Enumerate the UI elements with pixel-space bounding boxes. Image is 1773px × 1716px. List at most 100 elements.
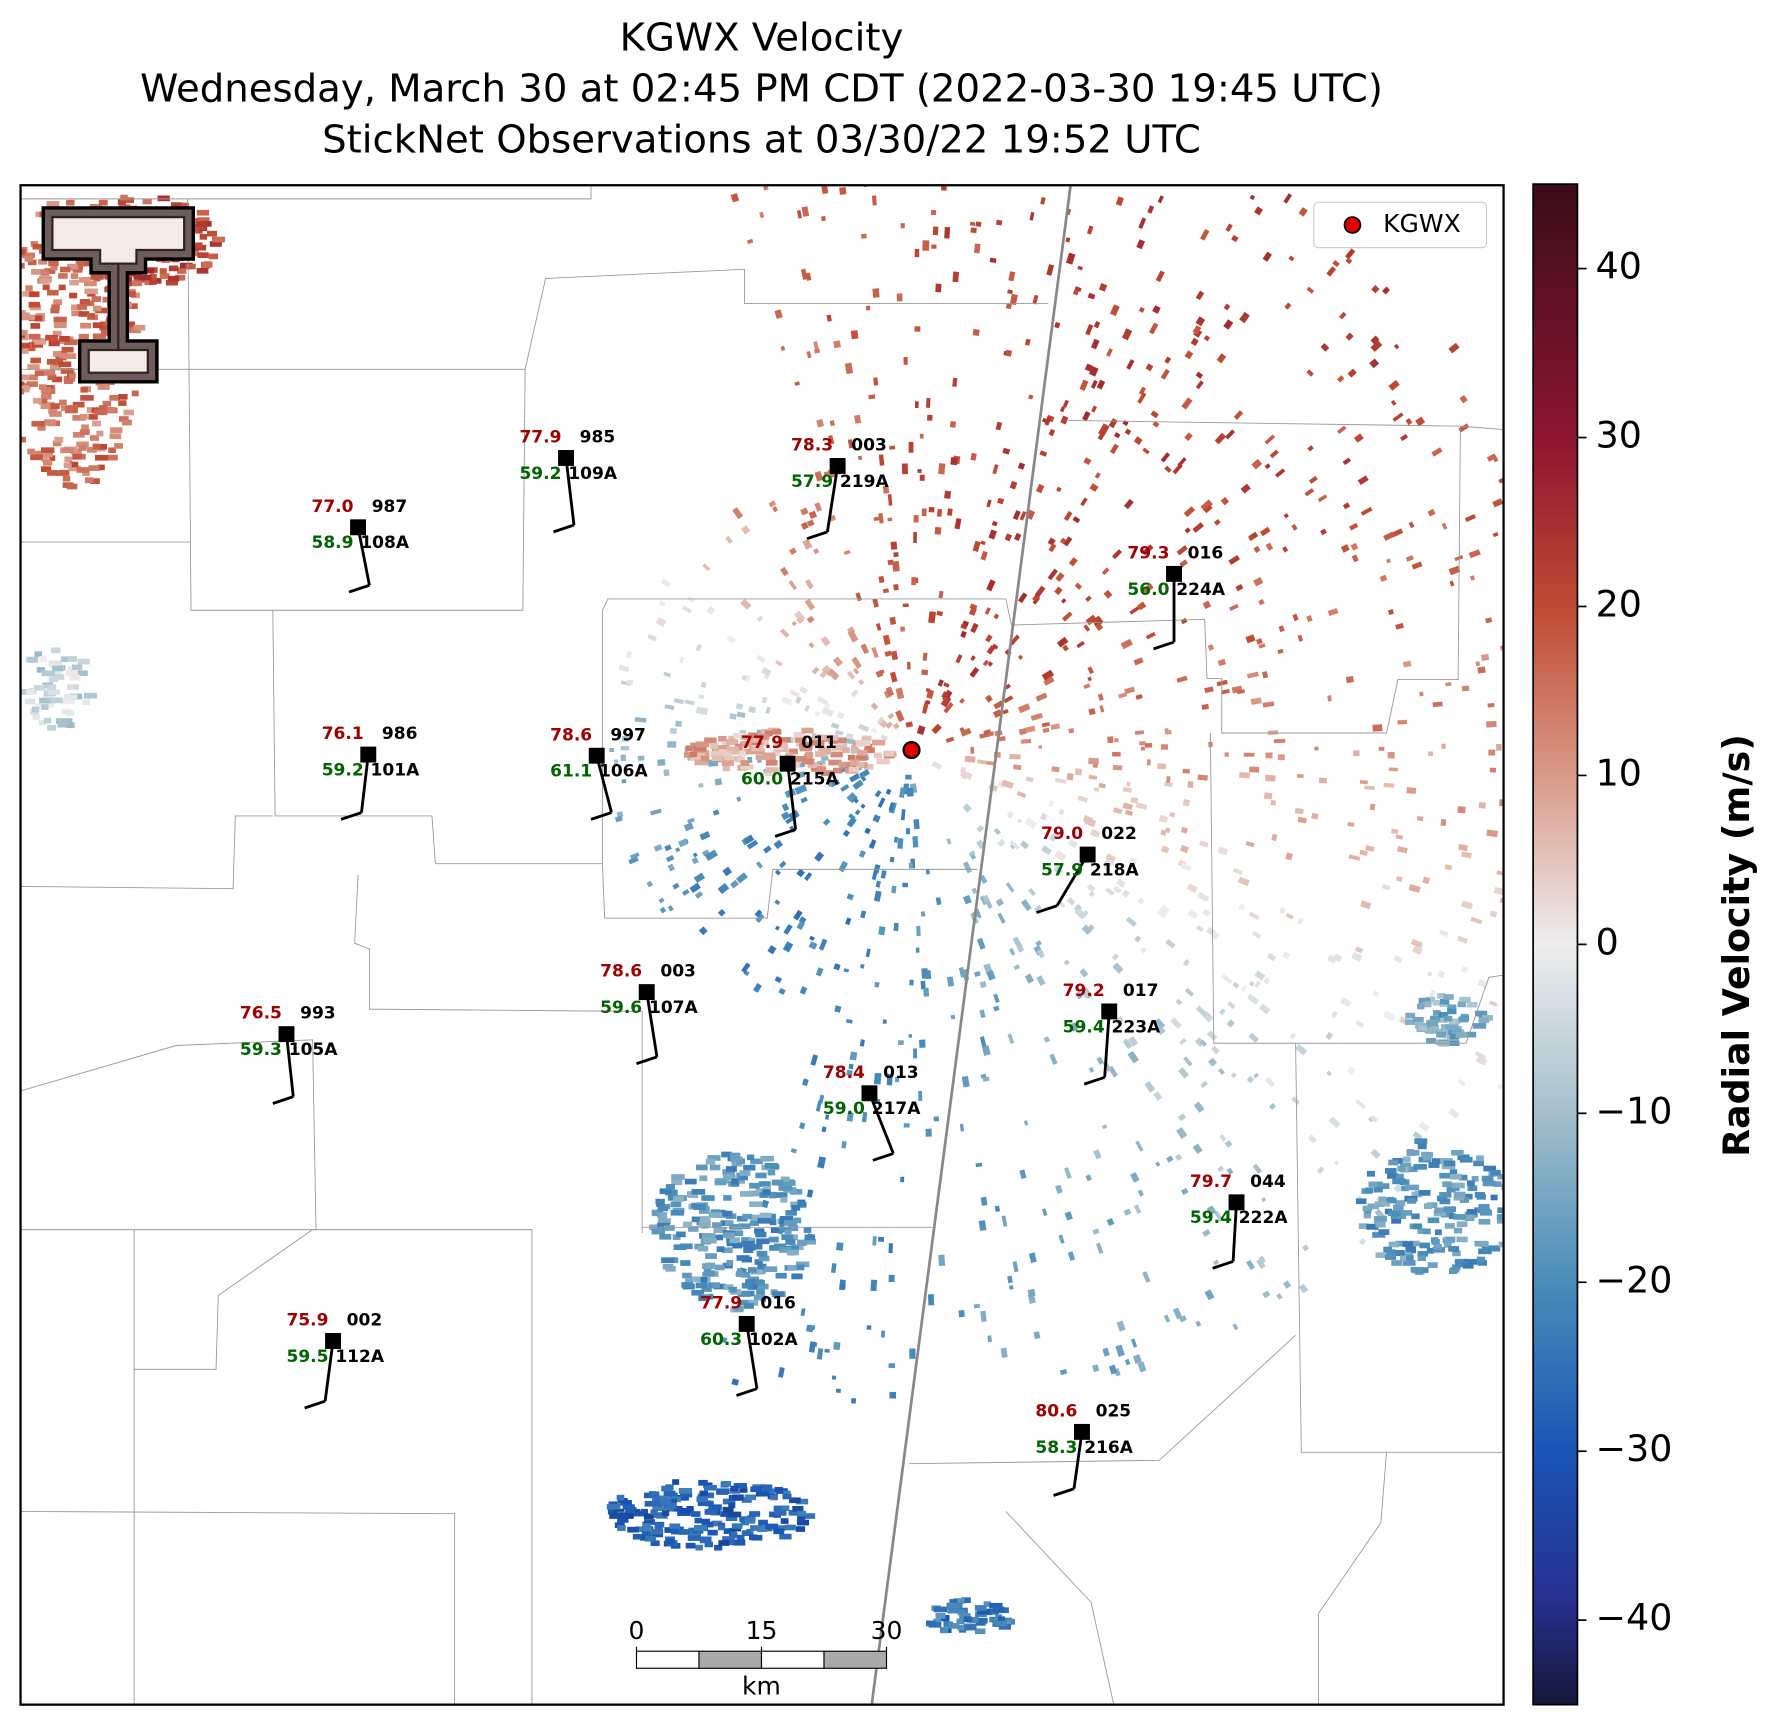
radar-echo <box>1254 970 1266 981</box>
radar-echo <box>678 1529 690 1535</box>
radar-echo <box>27 448 35 455</box>
radar-echo <box>61 346 74 353</box>
radar-echo <box>1283 193 1292 204</box>
radar-echo <box>998 736 1006 742</box>
radar-echo <box>779 1533 792 1540</box>
radar-echo <box>1467 1185 1478 1192</box>
radar-echo <box>758 1181 771 1187</box>
radar-echo <box>694 759 708 766</box>
radar-echo <box>893 584 899 591</box>
radar-echo <box>850 744 859 751</box>
radar-echo <box>1448 1213 1457 1220</box>
radar-echo <box>1140 746 1145 751</box>
radar-echo <box>979 1009 986 1019</box>
radar-echo <box>802 538 813 550</box>
radar-echo <box>1225 223 1233 232</box>
radar-echo <box>168 265 179 272</box>
radar-echo <box>1277 754 1285 761</box>
radar-echo <box>118 400 127 406</box>
radar-echo <box>1262 1290 1271 1299</box>
radar-echo <box>691 1276 705 1283</box>
radar-echo <box>691 1527 704 1534</box>
radar-echo <box>658 1212 667 1219</box>
radar-echo <box>1455 1032 1468 1038</box>
radar-echo <box>1475 661 1480 667</box>
radar-echo <box>69 292 78 299</box>
radar-echo <box>76 441 89 448</box>
radar-echo <box>808 941 818 950</box>
radar-echo <box>1007 289 1013 295</box>
radar-echo <box>664 1527 672 1533</box>
radar-echo <box>1448 1018 1461 1025</box>
radar-echo <box>1195 1320 1202 1327</box>
radar-echo <box>1097 431 1106 441</box>
radar-echo <box>760 1155 774 1162</box>
radar-echo <box>660 1499 672 1506</box>
radar-echo <box>992 464 999 475</box>
radar-echo <box>868 394 876 400</box>
radar-echo <box>1122 786 1133 793</box>
pressure: 011 <box>801 733 837 753</box>
radar-echo <box>1235 583 1244 592</box>
radar-echo <box>946 976 955 987</box>
radar-echo <box>1486 453 1497 462</box>
radar-echo <box>726 635 736 644</box>
radar-echo <box>126 197 135 204</box>
radar-echo <box>1418 1190 1431 1196</box>
radar-echo <box>972 328 980 337</box>
radar-echo <box>1441 1163 1456 1170</box>
colorbar-tick-label: 10 <box>1596 751 1642 794</box>
radar-echo <box>609 747 615 752</box>
radar-echo <box>1339 997 1352 1008</box>
radar-echo <box>728 1286 737 1293</box>
temperature: 75.9 <box>286 1311 328 1331</box>
radar-echo <box>732 1539 746 1546</box>
radar-echo <box>1297 816 1307 824</box>
radar-echo <box>1481 1175 1494 1182</box>
radar-echo <box>804 704 810 712</box>
radar-echo <box>943 682 950 688</box>
radar-echo <box>1065 237 1071 243</box>
radar-echo <box>767 945 777 955</box>
radar-echo <box>723 1174 736 1181</box>
radar-echo <box>1096 1056 1104 1065</box>
radar-echo <box>1074 582 1083 590</box>
radar-echo <box>732 1242 743 1249</box>
radar-echo <box>1046 264 1055 276</box>
radar-echo <box>1388 380 1400 391</box>
radar-echo <box>1427 1025 1440 1031</box>
radar-echo <box>1116 878 1126 888</box>
radar-echo <box>199 234 208 240</box>
radar-echo <box>1082 815 1094 825</box>
radar-echo <box>914 248 920 258</box>
radar-echo <box>905 828 911 835</box>
radar-echo <box>9 285 19 291</box>
radar-echo <box>62 475 71 482</box>
radar-echo <box>922 652 928 661</box>
radar-echo <box>685 745 693 752</box>
radar-echo <box>678 838 689 848</box>
wind-barb <box>360 754 370 813</box>
radar-echo <box>1206 1205 1217 1216</box>
scale-segment <box>698 1650 763 1669</box>
radar-echo <box>900 1176 905 1183</box>
radar-echo <box>1395 1173 1404 1180</box>
radar-echo <box>1333 1160 1340 1166</box>
radar-echo <box>1474 1051 1486 1060</box>
station-id: 101A <box>371 760 421 780</box>
radar-echo <box>831 1375 837 1380</box>
station-id: 109A <box>568 464 618 484</box>
radar-echo <box>740 1191 754 1197</box>
radar-echo <box>931 761 943 770</box>
radar-echo <box>1206 1030 1218 1041</box>
radar-echo <box>103 407 116 413</box>
radar-echo <box>1187 781 1194 789</box>
radar-echo <box>1147 205 1155 214</box>
radar-echo <box>1202 1229 1211 1237</box>
radar-echo <box>625 650 633 659</box>
radar-echo <box>102 296 111 303</box>
radar-echo <box>1423 1154 1431 1161</box>
radar-echo <box>1510 1198 1517 1204</box>
radar-echo <box>1477 1260 1488 1266</box>
radar-echo <box>1067 1251 1076 1261</box>
